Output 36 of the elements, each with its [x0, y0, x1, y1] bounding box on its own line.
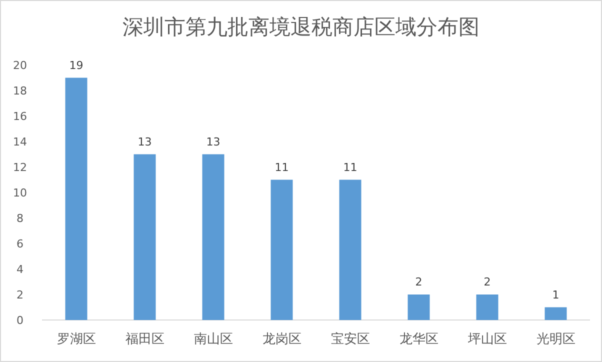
x-tick-label: 福田区: [125, 332, 164, 347]
y-tick-label: 10: [13, 186, 27, 200]
data-label: 2: [484, 276, 491, 288]
bar: [134, 154, 156, 320]
y-tick-label: 16: [13, 110, 27, 123]
y-tick-label: 6: [16, 238, 24, 250]
x-tick-label: 南山区: [194, 332, 233, 347]
y-tick-label: 0: [16, 314, 24, 327]
x-tick-label: 龙岗区: [262, 332, 302, 347]
data-label: 11: [274, 160, 289, 174]
y-tick-label: 14: [13, 136, 27, 148]
x-tick-label: 光明区: [536, 332, 576, 347]
y-tick-label: 4: [16, 263, 24, 276]
data-label: 19: [69, 58, 84, 72]
bar: [65, 78, 88, 320]
bar: [339, 180, 362, 320]
y-tick-label: 8: [16, 212, 24, 225]
data-label: 1: [552, 288, 560, 302]
y-tick-label: 20: [13, 59, 27, 72]
x-tick-label: 宝安区: [330, 331, 370, 347]
x-tick-label: 龙华区: [399, 332, 438, 347]
data-label: 11: [343, 160, 358, 174]
bar: [408, 294, 430, 320]
bar: [476, 294, 498, 320]
data-label: 2: [415, 276, 422, 288]
x-tick-label: 罗湖区: [56, 332, 96, 347]
y-tick-label: 2: [16, 288, 24, 302]
bar: [544, 307, 567, 320]
y-tick-label: 18: [13, 84, 27, 98]
data-label: 13: [206, 135, 220, 148]
bar: [202, 154, 224, 320]
y-tick-label: 12: [13, 161, 27, 174]
bar: [270, 180, 293, 320]
chart-title: 深圳市第九批离境退税商店区域分布图: [122, 15, 480, 39]
data-label: 13: [138, 135, 152, 148]
x-tick-label: 坪山区: [466, 332, 507, 347]
